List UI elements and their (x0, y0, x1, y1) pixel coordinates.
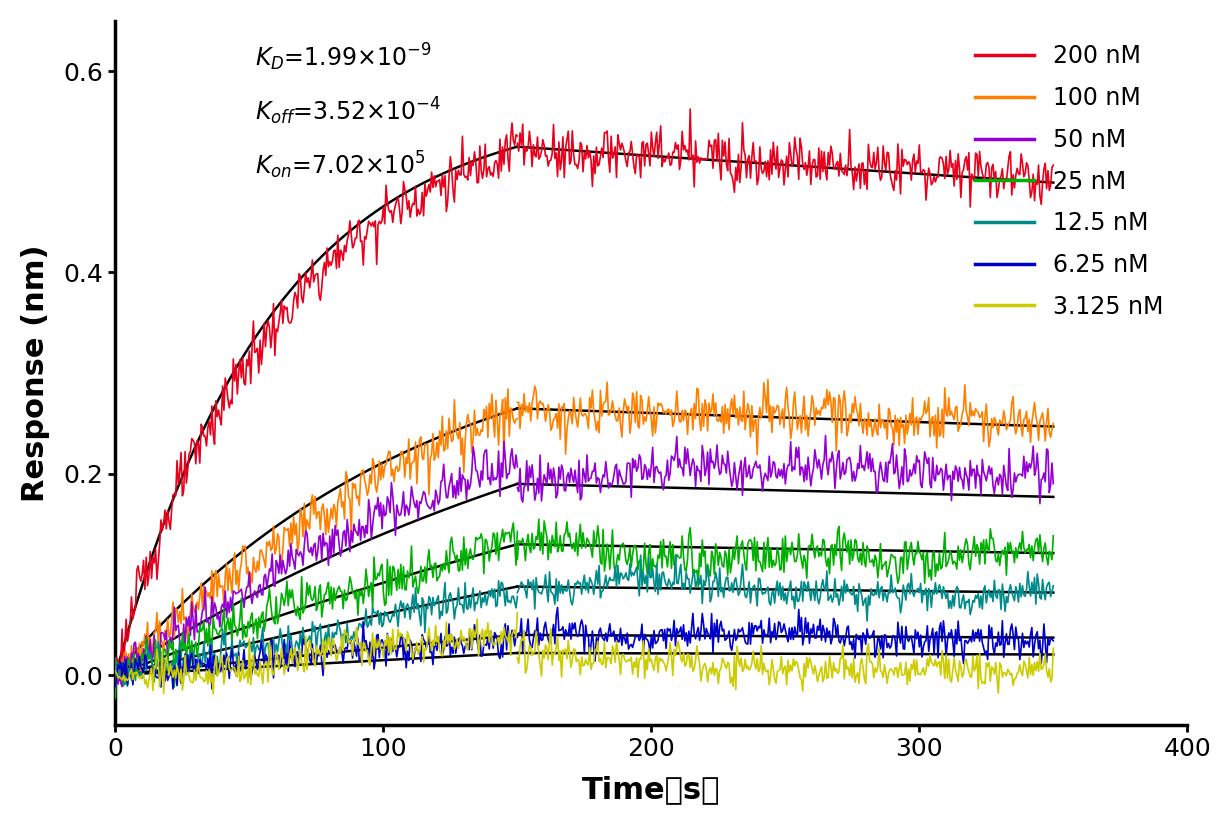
Legend: 200 nM, 100 nM, 50 nM, 25 nM, 12.5 nM, 6.25 nM, 3.125 nM: 200 nM, 100 nM, 50 nM, 25 nM, 12.5 nM, 6… (963, 33, 1175, 331)
Y-axis label: Response (nm): Response (nm) (21, 244, 49, 502)
X-axis label: Time（s）: Time（s） (583, 776, 721, 804)
Text: $K_D$=1.99×10$^{-9}$
$K_{off}$=3.52×10$^{-4}$
$K_{on}$=7.02×10$^{5}$: $K_D$=1.99×10$^{-9}$ $K_{off}$=3.52×10$^… (255, 42, 441, 181)
